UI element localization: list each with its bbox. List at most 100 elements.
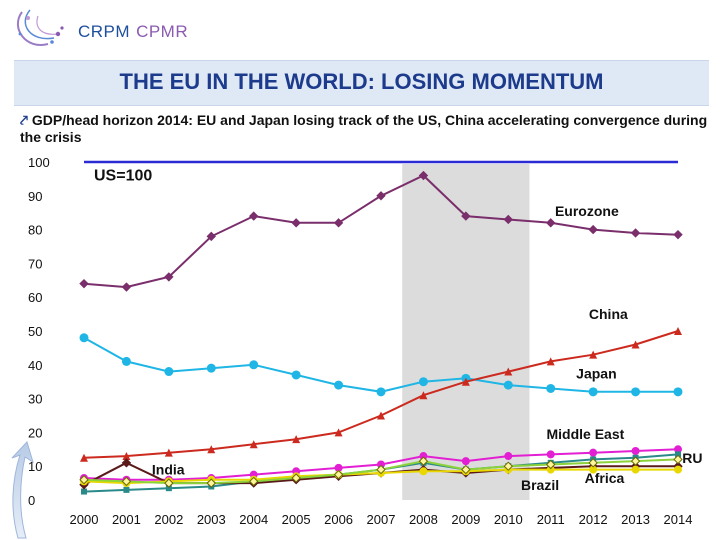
point-africa <box>546 465 555 474</box>
point-middle-east <box>674 445 682 454</box>
point-japan <box>418 377 428 387</box>
series-label: Brazil <box>521 477 559 493</box>
point-china <box>504 367 513 376</box>
y-tick-label: 80 <box>28 223 42 238</box>
x-tick-label: 2013 <box>621 512 650 527</box>
point-brazil <box>333 469 344 480</box>
logo-text-crpm: CRPM <box>78 22 131 41</box>
point-middle-east <box>377 460 385 469</box>
x-tick-label: 2008 <box>409 512 438 527</box>
point-africa <box>589 465 598 474</box>
us-baseline-annotation: US=100 <box>94 168 152 185</box>
point-middle-east <box>546 450 555 459</box>
point-eurozone <box>333 218 344 228</box>
point-ru <box>81 488 87 495</box>
point-eurozone <box>164 272 174 282</box>
arrow-bullet-icon: ⤤ <box>20 112 28 128</box>
point-japan <box>588 387 598 397</box>
point-brazil <box>630 456 641 466</box>
point-japan <box>206 363 216 373</box>
x-tick-label: 2000 <box>70 512 99 527</box>
point-japan <box>376 387 386 397</box>
point-eurozone <box>249 211 259 221</box>
x-tick-label: 2001 <box>112 512 141 527</box>
x-tick-label: 2002 <box>154 512 183 527</box>
y-tick-label: 10 <box>28 459 42 474</box>
point-china <box>164 448 173 457</box>
point-eurozone <box>588 224 598 235</box>
point-india <box>121 458 132 468</box>
point-china <box>80 453 88 462</box>
y-tick-label: 90 <box>28 189 42 204</box>
point-china <box>461 377 470 386</box>
y-tick-label: 40 <box>28 358 42 373</box>
y-tick-label: 100 <box>28 155 50 170</box>
point-china <box>334 428 343 437</box>
point-ru <box>675 451 681 458</box>
x-tick-label: 2009 <box>451 512 480 527</box>
point-eurozone <box>121 282 132 292</box>
point-china <box>292 435 301 444</box>
point-china <box>419 391 428 400</box>
point-eurozone <box>206 231 216 242</box>
point-eurozone <box>418 170 429 181</box>
decorative-arrow-icon <box>11 441 34 539</box>
point-middle-east <box>461 457 470 466</box>
y-tick-label: 60 <box>28 290 42 305</box>
series-label: Eurozone <box>555 203 619 219</box>
point-japan <box>631 387 641 397</box>
point-brazil <box>461 464 471 475</box>
point-africa <box>631 465 640 474</box>
page-title: THE EU IN THE WORLD: LOSING MOMENTUM <box>119 69 604 94</box>
point-japan <box>164 367 174 377</box>
point-brazil <box>376 464 386 475</box>
x-tick-label: 2005 <box>282 512 311 527</box>
point-africa <box>419 467 428 476</box>
series-label: Africa <box>585 470 625 486</box>
y-tick-label: 20 <box>28 425 42 440</box>
point-brazil <box>418 456 429 466</box>
x-tick-label: 2003 <box>197 512 226 527</box>
point-japan <box>334 380 344 390</box>
point-middle-east <box>504 452 513 461</box>
subtitle-text: GDP/head horizon 2014: EU and Japan losi… <box>20 112 708 145</box>
point-japan <box>121 356 131 366</box>
point-japan <box>249 360 259 370</box>
logo-text-cpmr: CPMR <box>136 22 189 41</box>
point-china <box>377 411 385 420</box>
point-brazil <box>546 459 556 470</box>
gdp-line-chart: 0 10 20 30 40 50 60 70 80 90 100 2000 2001 2002 2003 20… <box>11 155 702 539</box>
point-china <box>674 327 682 335</box>
point-eurozone <box>673 229 683 240</box>
point-brazil <box>503 461 513 471</box>
point-japan <box>546 383 556 393</box>
logo-swirl-icon <box>16 9 64 47</box>
point-eurozone <box>503 214 513 225</box>
point-middle-east <box>334 463 343 472</box>
point-brazil <box>79 475 89 485</box>
point-middle-east <box>589 448 598 457</box>
point-brazil <box>206 478 216 488</box>
series-label: Middle East <box>546 426 624 442</box>
point-china <box>249 440 258 449</box>
point-ru <box>165 485 172 492</box>
point-ru <box>123 486 130 493</box>
x-tick-label: 2004 <box>239 512 268 527</box>
series-label: China <box>589 306 628 322</box>
x-tick-label: 2012 <box>579 512 608 527</box>
point-africa <box>674 465 682 474</box>
series-label: India <box>152 462 185 478</box>
x-tick-label: 2011 <box>537 512 565 527</box>
point-eurozone <box>291 218 301 228</box>
x-tick-label: 2007 <box>367 512 396 527</box>
title-band: THE EU IN THE WORLD: LOSING MOMENTUM <box>14 60 709 106</box>
y-tick-label: 30 <box>28 392 42 407</box>
point-japan <box>291 370 301 380</box>
point-brazil <box>164 478 174 488</box>
y-tick-label: 0 <box>28 493 35 508</box>
subtitle: ⤤ GDP/head horizon 2014: EU and Japan los… <box>20 112 710 146</box>
point-brazil <box>291 473 301 483</box>
point-china <box>122 452 131 461</box>
point-china <box>207 445 216 454</box>
point-eurozone <box>546 218 556 228</box>
